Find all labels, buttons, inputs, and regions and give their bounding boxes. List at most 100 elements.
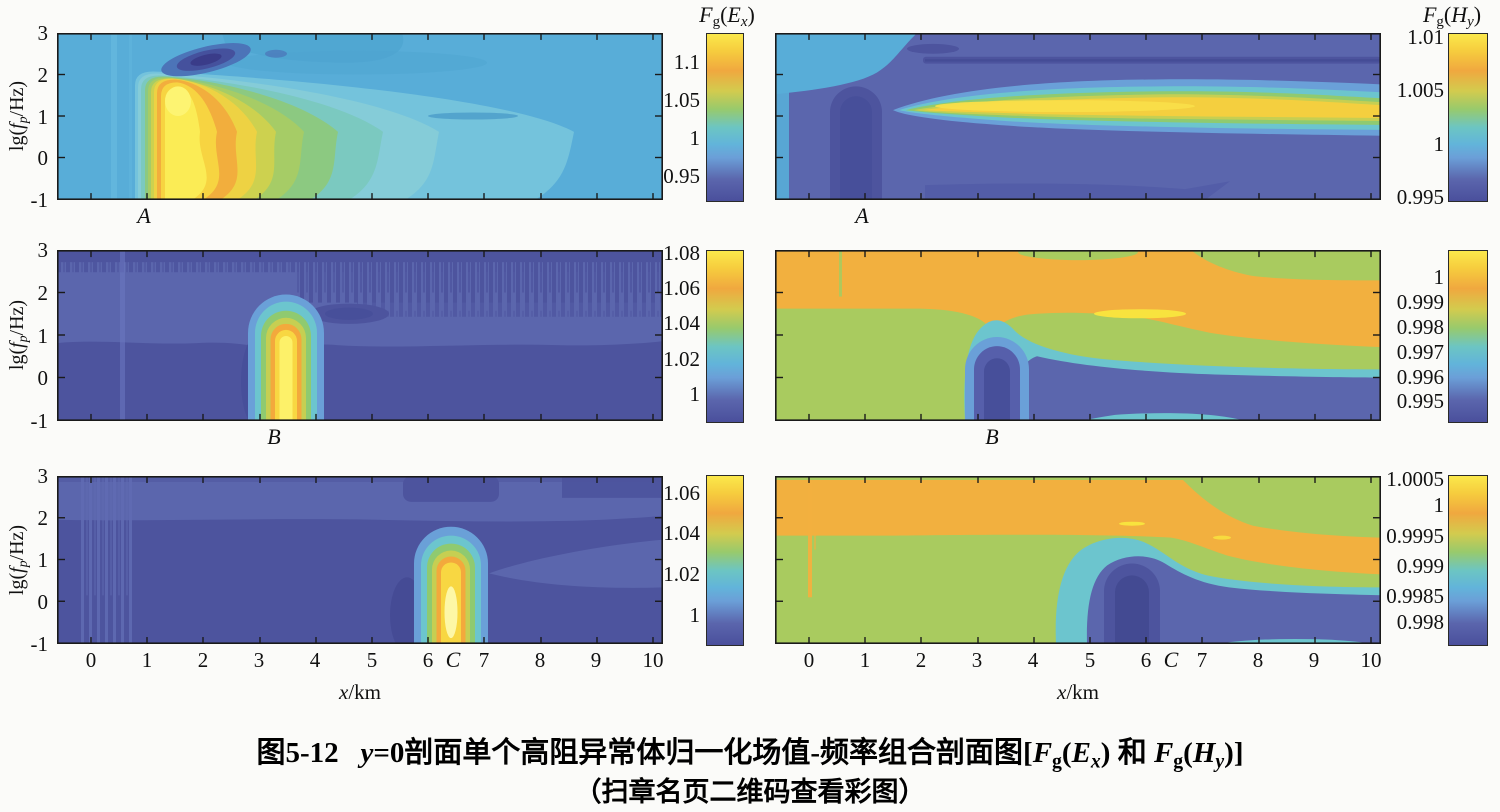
x-axis-label: x/km — [1018, 680, 1138, 704]
cb-tick: 1.04 — [663, 521, 700, 545]
cb-tick: 0.998 — [1396, 610, 1444, 634]
x-tick: 10 — [642, 648, 664, 672]
cb-tick: 1.02 — [663, 562, 700, 586]
cb-title-open: ( — [720, 2, 728, 27]
y-axis-label-sub: p — [14, 335, 30, 343]
y-tick: 0 — [37, 366, 49, 390]
colorbar-ex-a — [706, 33, 744, 202]
caption-f1-sub: g — [1052, 750, 1062, 773]
y-tick: 2 — [37, 506, 49, 530]
caption-f2-sym: F — [1153, 737, 1174, 769]
cb-tick: 0.995 — [1396, 389, 1444, 413]
y-axis-label-post: /Hz) — [6, 80, 28, 117]
y-axis-label-sub: p — [14, 116, 30, 124]
cb-title-sub: g — [712, 14, 721, 31]
x-tick: 4 — [309, 648, 321, 672]
colorbar-hy-b — [1448, 250, 1488, 423]
x-axis-label: x/km — [300, 680, 420, 704]
figure-caption-note: （扫章名页二维码查看彩图） — [0, 776, 1500, 808]
cb-tick: 0.995 — [1396, 185, 1444, 209]
marker-b: B — [985, 424, 999, 449]
figure-caption: 图5-12 y=0剖面单个高阻异常体归一化场值-频率组合剖面图[Fg(Ex) 和… — [0, 736, 1500, 779]
contour-plot-hy-b — [775, 250, 1381, 421]
x-tick: 9 — [590, 648, 602, 672]
colorbar-hy-c — [1448, 475, 1488, 646]
cb-title-argsub: y — [1467, 14, 1474, 31]
y-tick: 1 — [37, 324, 49, 348]
y-axis-label-pre: lg( — [6, 347, 28, 371]
cb-title-arg: H — [1451, 2, 1468, 27]
caption-f2-arg: H — [1192, 737, 1216, 769]
cb-tick: 0.997 — [1396, 340, 1444, 364]
x-axis-label-post: /km — [348, 680, 381, 704]
contour-plot-hy-a — [775, 33, 1381, 200]
y-tick: 2 — [37, 63, 49, 87]
caption-title-text: 剖面单个高阻异常体归一化场值-频率组合剖面图 — [404, 737, 1024, 769]
cb-title-close: ) — [747, 2, 755, 27]
cb-tick: 0.9985 — [1386, 584, 1444, 608]
cb-tick: 0.996 — [1396, 365, 1444, 389]
caption-bracket-open: [ — [1023, 737, 1033, 769]
y-axis-label-sym: f — [6, 567, 28, 573]
cb-tick: 0.9995 — [1386, 524, 1444, 548]
y-axis-label-post: /Hz) — [6, 299, 28, 336]
caption-f2-close: ) — [1224, 737, 1234, 769]
x-tick: 10 — [1360, 648, 1382, 672]
x-axis-label-sym: x — [339, 680, 349, 704]
y-tick: -1 — [30, 409, 49, 433]
x-tick: 8 — [534, 648, 546, 672]
cb-tick: 1.005 — [1396, 78, 1444, 102]
cb-title-arg: E — [727, 2, 741, 27]
x-tick: 7 — [478, 648, 490, 672]
y-axis-label-sym: f — [6, 342, 28, 348]
caption-conj: 和 — [1117, 737, 1147, 769]
contour-plot-ex-a — [57, 33, 663, 200]
x-tick: 1 — [859, 648, 871, 672]
cb-tick: 1 — [1433, 132, 1445, 156]
cb-tick: 1.01 — [1407, 25, 1444, 49]
contour-plot-ex-c — [57, 476, 663, 644]
y-tick: 1 — [37, 105, 49, 129]
cb-tick: 1 — [1433, 493, 1445, 517]
x-tick: 1 — [141, 648, 153, 672]
colorbar-ex-b — [706, 250, 744, 423]
caption-f1-argsub: x — [1090, 750, 1101, 773]
cb-tick: 0.999 — [1396, 554, 1444, 578]
caption-f2-open: ( — [1183, 737, 1193, 769]
cb-title-close: ) — [1473, 2, 1482, 27]
caption-f1-arg: E — [1071, 737, 1091, 769]
cb-tick: 1.06 — [663, 276, 700, 300]
y-tick: 3 — [37, 238, 49, 262]
x-tick: 5 — [1084, 648, 1096, 672]
y-tick: 0 — [37, 590, 49, 614]
y-axis-label-pre: lg( — [6, 128, 28, 152]
cb-tick: 0.95 — [663, 164, 700, 188]
x-tick: 5 — [366, 648, 378, 672]
x-tick: 9 — [1308, 648, 1320, 672]
caption-f1-close: ) — [1100, 737, 1111, 769]
x-tick: 8 — [1252, 648, 1264, 672]
cb-tick: 1 — [689, 603, 701, 627]
cb-tick: 1 — [1433, 265, 1445, 289]
y-tick: 2 — [37, 281, 49, 305]
x-axis-label-post: /km — [1066, 680, 1099, 704]
x-tick: 6 — [422, 648, 434, 672]
y-tick: -1 — [30, 188, 49, 212]
cb-tick: 1 — [689, 382, 701, 406]
caption-eq: =0 — [373, 737, 405, 769]
caption-y-sym: y — [360, 737, 374, 769]
marker-b: B — [267, 424, 281, 449]
cb-title-sub: g — [1436, 14, 1444, 31]
colorbar-ex-c — [706, 475, 744, 646]
contour-plot-ex-b — [57, 250, 663, 421]
x-tick: 3 — [971, 648, 983, 672]
cb-title-argsub: x — [740, 14, 748, 31]
marker-c: C — [1163, 647, 1179, 672]
contour-plot-hy-c — [775, 476, 1381, 644]
y-tick: 0 — [37, 146, 49, 170]
cb-tick: 1.06 — [663, 481, 700, 505]
y-tick: -1 — [30, 632, 49, 656]
cb-tick: 1 — [689, 126, 701, 150]
y-tick: 1 — [37, 548, 49, 572]
